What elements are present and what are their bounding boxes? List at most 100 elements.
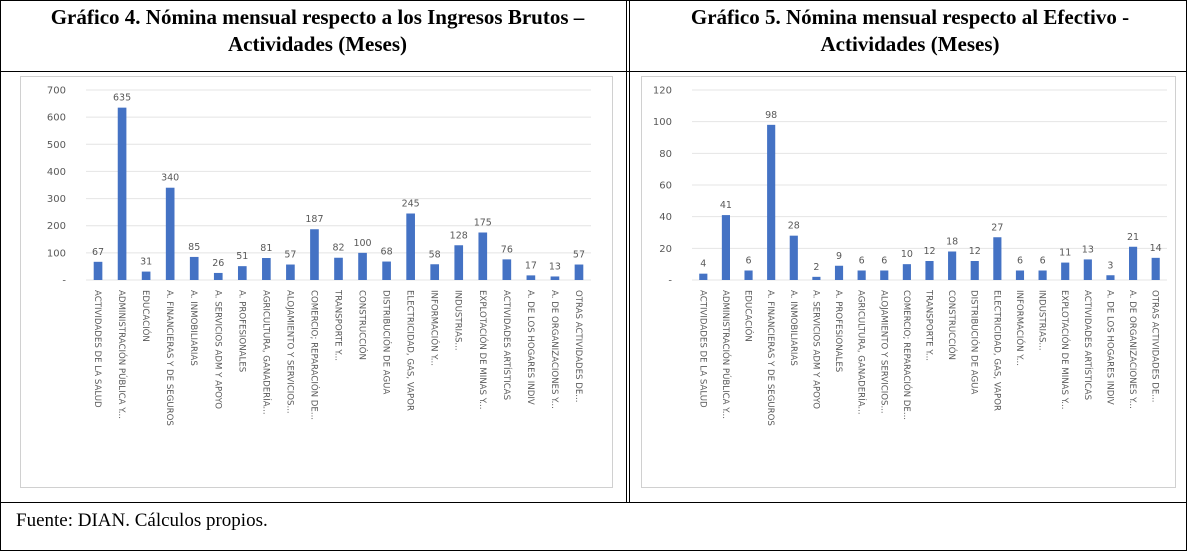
x-tick-label: ALOJAMIENTO Y SERVICIOS... — [878, 290, 888, 414]
value-label: 76 — [501, 244, 513, 255]
footer-rule — [0, 502, 1187, 503]
chart-area: - 100 200 300 400 500 600 700 67 ACTIVIDADES DE L… — [20, 76, 613, 488]
y-tick-label: 300 — [47, 194, 66, 205]
value-label: 4 — [700, 259, 706, 270]
y-tick-label: 60 — [659, 181, 672, 192]
y-tick-label: 80 — [659, 149, 672, 160]
y-tick-label: 100 — [653, 117, 672, 128]
bar — [880, 270, 889, 280]
y-tick-label: - — [668, 276, 672, 287]
x-tick-label: ACTIVIDADES DE LA SALUD — [92, 290, 102, 408]
x-tick-label: A. PROFESIONALES — [833, 290, 843, 372]
bar — [478, 232, 488, 280]
bar — [117, 107, 127, 280]
value-label: 26 — [212, 258, 224, 269]
bar — [812, 276, 821, 280]
x-tick-label: A. DE ORGANIZACIONES Y... — [549, 290, 559, 409]
x-tick-label: TRANSPORTE Y... — [333, 289, 343, 361]
value-label: 28 — [788, 221, 800, 232]
y-tick-label: 200 — [47, 221, 66, 232]
y-tick-label: 400 — [47, 167, 66, 178]
x-tick-label: DISTRIBUCIÓN DE AGUA — [381, 290, 393, 394]
value-label: 6 — [1040, 256, 1046, 267]
bar — [213, 272, 223, 280]
bar — [993, 237, 1002, 280]
x-tick-label: ELECTRICIDAD, GAS, VAPOR — [991, 290, 1001, 411]
bar — [1106, 275, 1115, 280]
x-tick-label: A. SERVICIOS ADM Y APOYO — [810, 290, 820, 409]
value-label: 41 — [720, 200, 732, 211]
value-label: 11 — [1059, 248, 1071, 259]
chart-title: Gráfico 4. Nómina mensual respecto a los… — [50, 5, 585, 56]
y-tick-label: 120 — [653, 86, 672, 97]
bar — [502, 259, 512, 280]
x-tick-label: A. DE LOS HOGARES INDIV — [525, 290, 535, 405]
bar — [1083, 259, 1092, 280]
x-tick-label: OTRAS ACTIVIDADES DE... — [1150, 290, 1160, 402]
bar — [1061, 262, 1070, 280]
bar — [1129, 246, 1138, 280]
value-label: 6 — [1017, 256, 1023, 267]
value-label: 51 — [236, 251, 248, 262]
x-tick-label: DISTRIBUCIÓN DE AGUA — [969, 290, 981, 394]
bar — [286, 264, 295, 280]
x-tick-label: ALOJAMIENTO Y SERVICIOS... — [284, 290, 294, 414]
bar — [382, 261, 391, 280]
value-label: 175 — [474, 218, 492, 229]
x-tick-label: ADMINISTRACIÓN PÚBLICA Y... — [720, 290, 732, 419]
value-label: 128 — [450, 230, 468, 241]
x-tick-label: A. FINANCIERAS Y DE SEGUROS — [765, 290, 775, 426]
bar — [699, 273, 708, 280]
bar — [454, 245, 464, 280]
bar — [948, 251, 957, 280]
x-tick-label: CONSTRUCCIÓN — [357, 290, 369, 360]
x-tick-label: A. INMOBILIARIAS — [788, 290, 798, 366]
value-label: 85 — [188, 242, 200, 253]
x-tick-label: A. FINANCIERAS Y DE SEGUROS — [164, 290, 174, 426]
x-tick-label: COMERCIO; REPARACIÓN DE... — [308, 290, 320, 420]
value-label: 31 — [140, 257, 152, 268]
value-label: 2 — [813, 262, 819, 273]
bar — [721, 215, 730, 280]
value-label: 12 — [969, 246, 981, 257]
x-tick-label: COMERCIO; REPARACIÓN DE... — [901, 290, 913, 420]
value-label: 18 — [946, 237, 958, 248]
x-tick-label: EDUCACIÓN — [140, 290, 152, 342]
x-tick-label: EXPLOTACIÓN DE MINAS Y... — [477, 290, 489, 409]
bar — [789, 235, 798, 280]
value-label: 81 — [260, 243, 272, 254]
value-label: 340 — [161, 173, 179, 184]
x-tick-label: A. DE ORGANIZACIONES Y... — [1127, 290, 1137, 409]
column-rule — [626, 0, 630, 503]
value-label: 57 — [284, 250, 296, 261]
bar — [550, 276, 560, 280]
bar — [358, 252, 367, 280]
value-label: 68 — [381, 247, 393, 258]
y-tick-label: 700 — [47, 86, 66, 97]
bar — [189, 256, 199, 280]
value-label: 6 — [859, 256, 865, 267]
x-tick-label: INFORMACIÓN Y... — [1014, 290, 1026, 366]
value-label: 187 — [305, 214, 323, 225]
x-tick-label: ELECTRICIDAD, GAS, VAPOR — [405, 290, 415, 411]
x-tick-label: A. INMOBILIARIAS — [188, 290, 198, 366]
y-tick-label: 100 — [47, 248, 66, 259]
value-label: 27 — [991, 222, 1003, 233]
x-tick-label: EDUCACIÓN — [743, 290, 755, 342]
value-label: 82 — [332, 243, 344, 254]
x-tick-label: INDUSTRIAS... — [453, 290, 463, 351]
x-tick-label: A. SERVICIOS ADM Y APOYO — [212, 290, 222, 409]
value-label: 14 — [1150, 243, 1162, 254]
chart: - 20 40 60 80 100 120 4 ACTIVIDADES DE LA SALUD 4… — [653, 86, 1167, 426]
x-tick-label: ACTIVIDADES ARTÍSTICAS — [1082, 290, 1094, 400]
value-label: 12 — [923, 246, 935, 257]
value-label: 67 — [92, 247, 104, 258]
value-label: 6 — [881, 256, 887, 267]
bar — [1015, 270, 1025, 280]
value-label: 13 — [1082, 244, 1094, 255]
value-label: 245 — [402, 199, 420, 210]
bar — [262, 258, 271, 280]
x-tick-label: ADMINISTRACIÓN PÚBLICA Y... — [116, 290, 128, 419]
bar — [310, 229, 319, 280]
